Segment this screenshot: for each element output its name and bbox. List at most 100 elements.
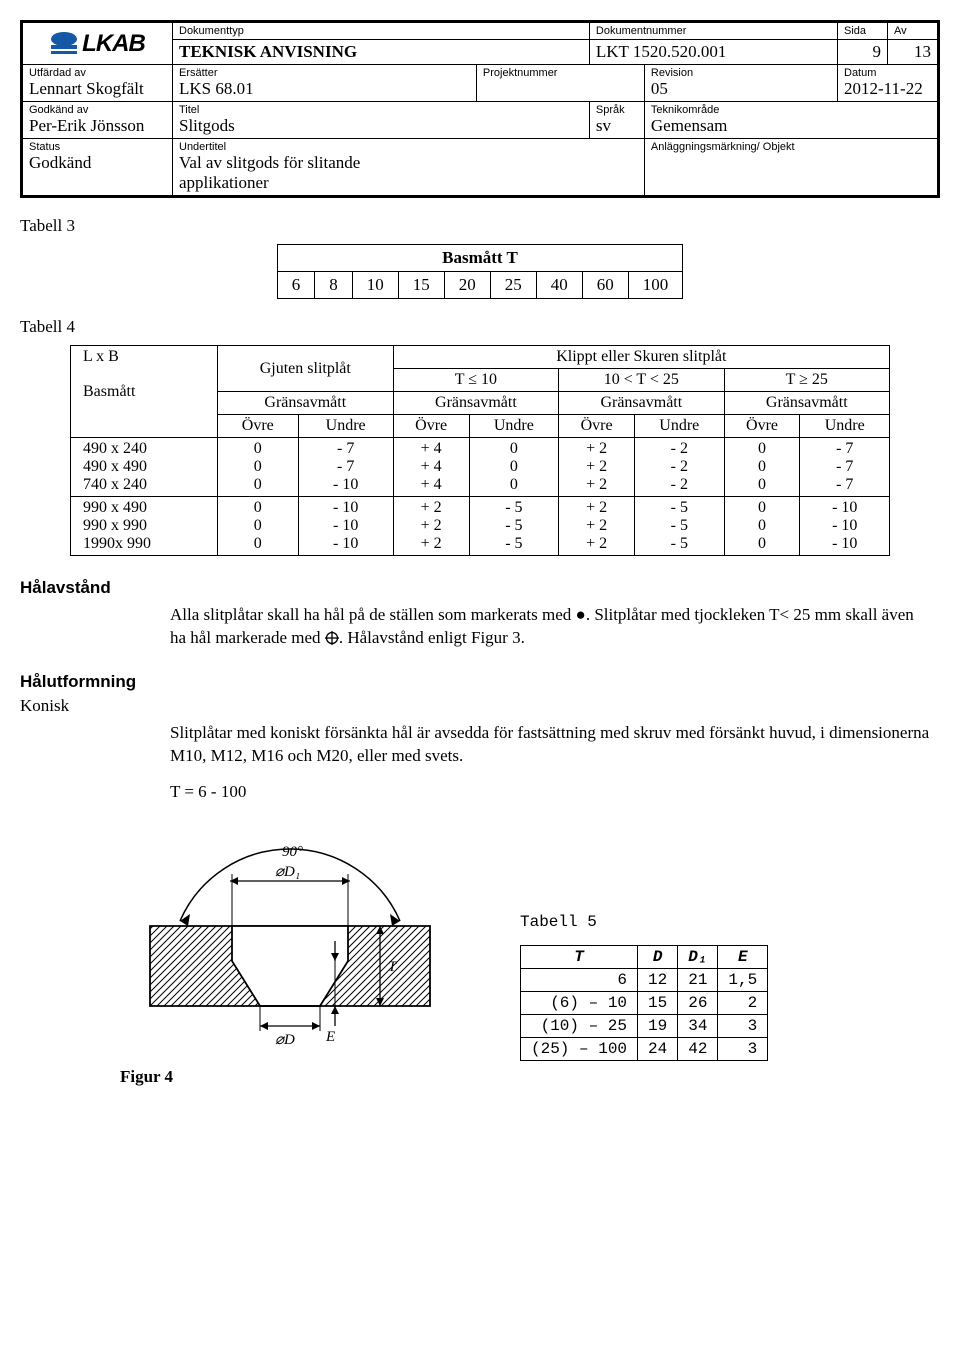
val-av: 13 (894, 42, 931, 62)
t4-val-cell: - 7- 7- 10 (298, 438, 393, 497)
t4-dim-cell: 490 x 240490 x 490740 x 240 (71, 438, 218, 497)
val-revision: 05 (651, 79, 831, 99)
tabell5: TDD₁E 612211,5(6) – 1015262(10) – 251934… (520, 945, 768, 1061)
t5-cell: 12 (638, 968, 678, 991)
val-sprak: sv (596, 116, 638, 136)
halutformning-title: Hålutformning (20, 672, 940, 692)
lkab-logo-icon (50, 31, 78, 57)
label-utfardad: Utfärdad av (29, 67, 166, 79)
t4-val-cell: 000 (469, 438, 558, 497)
t5-cell: 42 (678, 1037, 718, 1060)
t5-cell: 2 (718, 991, 768, 1014)
halutformning-text: Slitplåtar med koniskt försänkta hål är … (170, 722, 930, 768)
t5-header: D (638, 945, 678, 968)
t5-cell: 3 (718, 1014, 768, 1037)
tabell3-cell: 25 (490, 272, 536, 299)
crosshair-icon (325, 629, 339, 643)
t4-grans-1: Gränsavmått (393, 392, 558, 415)
t4-val-cell: - 7- 7- 7 (800, 438, 890, 497)
t4-undre-1: Undre (469, 415, 558, 438)
label-titel: Titel (179, 104, 583, 116)
t4-val-cell: + 2+ 2+ 2 (559, 497, 635, 556)
t4-grans-0: Gränsavmått (217, 392, 393, 415)
logo-text: LKAB (82, 30, 145, 58)
val-utfardad: Lennart Skogfält (29, 79, 166, 99)
t4-lxb: L x B (71, 346, 218, 369)
label-projektnummer: Projektnummer (483, 67, 638, 79)
label-datum: Datum (844, 67, 931, 79)
label-sprak: Språk (596, 104, 638, 116)
t4-undre-3: Undre (800, 415, 890, 438)
val-dokumentnummer: LKT 1520.520.001 (596, 42, 831, 62)
tabell3-cell: 15 (398, 272, 444, 299)
t4-dim-cell: 990 x 490990 x 9901990x 990 (71, 497, 218, 556)
val-dokumenttyp: TEKNISK ANVISNING (179, 42, 583, 62)
filled-dot-icon: ● (576, 605, 586, 624)
label-anlaggning: Anläggningsmärkning/ Objekt (651, 141, 931, 153)
t5-header: D₁ (678, 945, 718, 968)
fig-e: E (325, 1029, 335, 1045)
val-undertitel1: Val av slitgods för slitande (179, 153, 638, 173)
halavstand-p1a: Alla slitplåtar skall ha hål på de ställ… (170, 605, 576, 624)
t4-basmatt: Basmått (71, 369, 218, 415)
t4-val-cell: 000 (724, 497, 800, 556)
fig-d1: ⌀D₁ (275, 864, 300, 880)
tabell5-title: Tabell 5 (520, 913, 768, 931)
figur4-drawing: 90° ⌀D₁ T (120, 826, 460, 1061)
fig-d: ⌀D (275, 1032, 295, 1048)
t5-cell: 19 (638, 1014, 678, 1037)
halavstand-title: Hålavstånd (20, 578, 940, 598)
tabell3-cell: 40 (536, 272, 582, 299)
t4-val-cell: - 10- 10- 10 (800, 497, 890, 556)
t4-ovre-3: Övre (724, 415, 800, 438)
label-ersatter: Ersätter (179, 67, 470, 79)
t4-grans-3: Gränsavmått (724, 392, 889, 415)
tabell5-block: Tabell 5 TDD₁E 612211,5(6) – 1015262(10)… (520, 913, 768, 1061)
t5-cell: 24 (638, 1037, 678, 1060)
t4-val-cell: 000 (724, 438, 800, 497)
label-sida: Sida (844, 25, 881, 37)
val-titel: Slitgods (179, 116, 583, 136)
t5-cell: 3 (718, 1037, 768, 1060)
val-status: Godkänd (29, 153, 166, 173)
label-dokumenttyp: Dokumenttyp (179, 25, 583, 37)
t4-val-cell: - 10- 10- 10 (298, 497, 393, 556)
t4-val-cell: + 4+ 4+ 4 (393, 438, 469, 497)
label-undertitel: Undertitel (179, 141, 638, 153)
t-range: T = 6 - 100 (170, 782, 940, 802)
t4-undre-2: Undre (635, 415, 724, 438)
tabell3: Basmått T 68101520254060100 (277, 244, 684, 299)
t4-val-cell: 000 (217, 497, 298, 556)
t4-val-cell: - 2- 2- 2 (635, 438, 724, 497)
label-status: Status (29, 141, 166, 153)
val-datum: 2012-11-22 (844, 79, 931, 99)
t5-cell: (25) – 100 (521, 1037, 638, 1060)
tabell3-cell: 6 (277, 272, 315, 299)
t4-tg2: T ≥ 25 (724, 369, 889, 392)
val-undertitel2: applikationer (179, 173, 638, 193)
tabell3-title: Tabell 3 (20, 216, 940, 236)
tabell3-cell: 100 (628, 272, 683, 299)
document-header: LKAB Dokumenttyp Dokumentnummer Sida Av … (20, 20, 940, 198)
t4-ovre-2: Övre (559, 415, 635, 438)
tabell3-cell: 8 (315, 272, 353, 299)
t4-val-cell: 000 (217, 438, 298, 497)
t4-val-cell: + 2+ 2+ 2 (393, 497, 469, 556)
fig-angle: 90° (282, 844, 303, 860)
val-ersatter: LKS 68.01 (179, 79, 470, 99)
t5-header: E (718, 945, 768, 968)
logo-cell: LKAB (23, 23, 173, 65)
t5-header: T (521, 945, 638, 968)
t5-cell: 15 (638, 991, 678, 1014)
label-godkand-av: Godkänd av (29, 104, 166, 116)
t5-cell: (6) – 10 (521, 991, 638, 1014)
t4-val-cell: - 5- 5- 5 (635, 497, 724, 556)
tabell4: L x B Gjuten slitplåt Klippt eller Skure… (70, 345, 890, 556)
t4-grans-2: Gränsavmått (559, 392, 724, 415)
t4-tg1: 10 < T < 25 (559, 369, 724, 392)
halavstand-text: Alla slitplåtar skall ha hål på de ställ… (170, 604, 930, 650)
figur4-caption: Figur 4 (120, 1067, 940, 1087)
t4-klippt: Klippt eller Skuren slitplåt (393, 346, 889, 369)
t4-val-cell: + 2+ 2+ 2 (559, 438, 635, 497)
t4-val-cell: - 5- 5- 5 (469, 497, 558, 556)
